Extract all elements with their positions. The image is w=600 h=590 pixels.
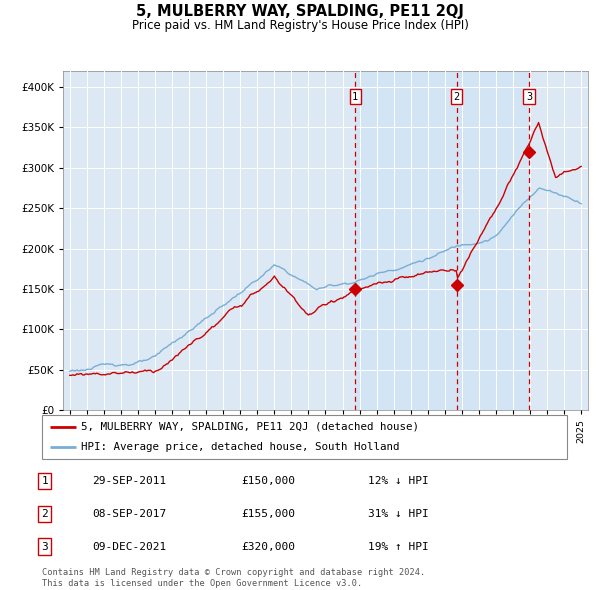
Text: £150,000: £150,000 — [241, 476, 296, 486]
Text: 19% ↑ HPI: 19% ↑ HPI — [367, 542, 428, 552]
Text: This data is licensed under the Open Government Licence v3.0.: This data is licensed under the Open Gov… — [42, 579, 362, 588]
FancyBboxPatch shape — [42, 415, 567, 459]
Text: 1: 1 — [41, 476, 48, 486]
Text: Contains HM Land Registry data © Crown copyright and database right 2024.: Contains HM Land Registry data © Crown c… — [42, 568, 425, 576]
Text: 5, MULBERRY WAY, SPALDING, PE11 2QJ: 5, MULBERRY WAY, SPALDING, PE11 2QJ — [136, 4, 464, 19]
Bar — [457, 71, 529, 410]
Text: £320,000: £320,000 — [241, 542, 296, 552]
Text: 3: 3 — [41, 542, 48, 552]
Text: 2: 2 — [454, 91, 460, 101]
Text: 29-SEP-2011: 29-SEP-2011 — [92, 476, 166, 486]
Text: 12% ↓ HPI: 12% ↓ HPI — [367, 476, 428, 486]
Text: 5, MULBERRY WAY, SPALDING, PE11 2QJ (detached house): 5, MULBERRY WAY, SPALDING, PE11 2QJ (det… — [82, 422, 419, 432]
Bar — [355, 71, 457, 410]
Text: 1: 1 — [352, 91, 358, 101]
Text: 31% ↓ HPI: 31% ↓ HPI — [367, 509, 428, 519]
Text: Price paid vs. HM Land Registry's House Price Index (HPI): Price paid vs. HM Land Registry's House … — [131, 19, 469, 32]
Text: 2: 2 — [41, 509, 48, 519]
Text: 08-SEP-2017: 08-SEP-2017 — [92, 509, 166, 519]
Text: 3: 3 — [526, 91, 532, 101]
Text: 09-DEC-2021: 09-DEC-2021 — [92, 542, 166, 552]
Text: HPI: Average price, detached house, South Holland: HPI: Average price, detached house, Sout… — [82, 442, 400, 452]
Text: £155,000: £155,000 — [241, 509, 296, 519]
